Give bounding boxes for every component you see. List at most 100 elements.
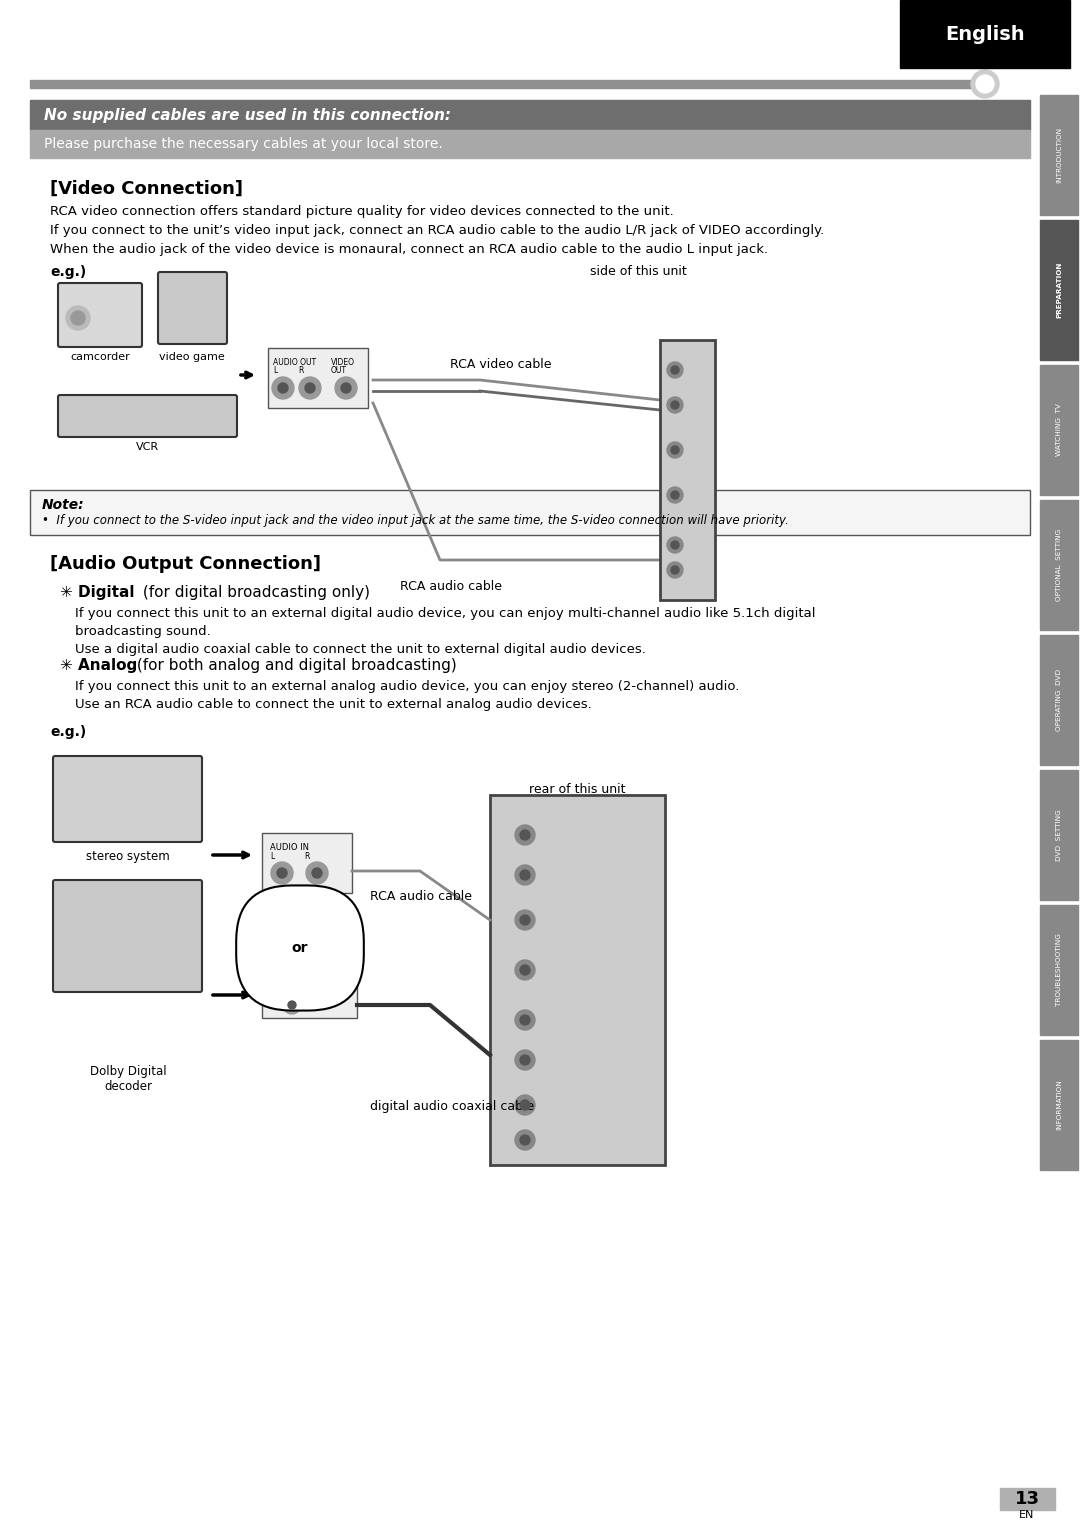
FancyBboxPatch shape — [53, 755, 202, 842]
Text: DIGITAL AUDIO: DIGITAL AUDIO — [267, 983, 324, 992]
Text: camcorder: camcorder — [70, 353, 130, 362]
Bar — [30, 130, 1030, 159]
Bar — [1040, 95, 1078, 215]
Circle shape — [312, 868, 322, 877]
Text: R: R — [298, 366, 303, 375]
Text: (for both analog and digital broadcasting): (for both analog and digital broadcastin… — [132, 658, 457, 673]
Circle shape — [667, 443, 683, 458]
Circle shape — [671, 401, 679, 409]
Text: COAXIAL  IN: COAXIAL IN — [267, 992, 313, 1001]
Circle shape — [71, 311, 85, 325]
Bar — [262, 833, 352, 893]
Circle shape — [305, 383, 315, 394]
Bar — [1040, 771, 1078, 900]
Text: No supplied cables are used in this connection:: No supplied cables are used in this conn… — [44, 107, 451, 122]
Text: [Audio Output Connection]: [Audio Output Connection] — [50, 555, 321, 572]
Bar — [490, 795, 665, 1164]
Circle shape — [671, 491, 679, 499]
Circle shape — [971, 70, 999, 98]
Text: TROUBLESHOOTING: TROUBLESHOOTING — [1056, 934, 1062, 1007]
Text: RCA audio cable: RCA audio cable — [370, 890, 472, 903]
Circle shape — [519, 870, 530, 881]
FancyBboxPatch shape — [53, 881, 202, 992]
Text: [Video Connection]: [Video Connection] — [50, 180, 243, 198]
Text: Use a digital audio coaxial cable to connect the unit to external digital audio : Use a digital audio coaxial cable to con… — [75, 642, 646, 656]
Circle shape — [283, 996, 301, 1013]
Bar — [1040, 220, 1078, 360]
Circle shape — [667, 537, 683, 552]
Text: Please purchase the necessary cables at your local store.: Please purchase the necessary cables at … — [44, 137, 443, 151]
Bar — [262, 974, 357, 1018]
Text: e.g.): e.g.) — [50, 266, 86, 279]
Bar — [1040, 501, 1078, 630]
Circle shape — [519, 1100, 530, 1109]
Text: AUDIO OUT: AUDIO OUT — [273, 359, 316, 366]
Text: OUT: OUT — [330, 366, 347, 375]
Text: rear of this unit: rear of this unit — [529, 783, 625, 797]
Text: VCR: VCR — [135, 443, 159, 452]
Text: Use an RCA audio cable to connect the unit to external analog audio devices.: Use an RCA audio cable to connect the un… — [75, 697, 592, 711]
FancyBboxPatch shape — [58, 282, 141, 346]
Circle shape — [519, 1054, 530, 1065]
Circle shape — [519, 964, 530, 975]
Text: VIDEO: VIDEO — [330, 359, 355, 366]
Text: L: L — [273, 366, 278, 375]
Circle shape — [515, 865, 535, 885]
Circle shape — [671, 366, 679, 374]
Circle shape — [671, 566, 679, 574]
Text: R: R — [303, 852, 309, 861]
Text: ✳ Digital: ✳ Digital — [60, 584, 135, 600]
Circle shape — [515, 1010, 535, 1030]
Text: or: or — [292, 942, 308, 955]
Text: OPTIONAL  SETTING: OPTIONAL SETTING — [1056, 530, 1062, 601]
Circle shape — [667, 397, 683, 414]
Circle shape — [299, 377, 321, 398]
Text: 13: 13 — [1014, 1489, 1039, 1508]
Circle shape — [515, 1050, 535, 1070]
Text: Note:: Note: — [42, 497, 84, 513]
Circle shape — [519, 1015, 530, 1025]
Text: ✳ Analog: ✳ Analog — [60, 658, 137, 673]
Circle shape — [66, 307, 90, 330]
Bar — [1040, 905, 1078, 1035]
Text: PREPARATION: PREPARATION — [1056, 262, 1062, 319]
Bar — [1000, 1488, 1055, 1511]
Circle shape — [272, 377, 294, 398]
Text: INTRODUCTION: INTRODUCTION — [1056, 127, 1062, 183]
Circle shape — [278, 383, 288, 394]
Text: (for digital broadcasting only): (for digital broadcasting only) — [138, 584, 370, 600]
Circle shape — [515, 1096, 535, 1116]
Circle shape — [519, 830, 530, 839]
Text: video game: video game — [159, 353, 225, 362]
Bar — [660, 340, 715, 600]
Text: RCA video connection offers standard picture quality for video devices connected: RCA video connection offers standard pic… — [50, 204, 674, 218]
Bar — [900, 0, 1070, 69]
Circle shape — [667, 487, 683, 504]
Circle shape — [335, 377, 357, 398]
Text: If you connect to the unit’s video input jack, connect an RCA audio cable to the: If you connect to the unit’s video input… — [50, 224, 824, 237]
Circle shape — [671, 542, 679, 549]
Circle shape — [671, 446, 679, 455]
Text: EN: EN — [1020, 1511, 1035, 1520]
Text: OPERATING  DVD: OPERATING DVD — [1056, 668, 1062, 731]
Circle shape — [276, 868, 287, 877]
Circle shape — [288, 1001, 296, 1009]
Circle shape — [667, 362, 683, 378]
Circle shape — [515, 826, 535, 845]
FancyBboxPatch shape — [58, 395, 237, 436]
Text: stereo system: stereo system — [86, 850, 170, 864]
Text: English: English — [945, 24, 1025, 44]
Circle shape — [515, 909, 535, 929]
FancyBboxPatch shape — [158, 272, 227, 343]
Circle shape — [515, 960, 535, 980]
Circle shape — [667, 562, 683, 578]
Text: AUDIO IN: AUDIO IN — [270, 842, 309, 852]
Text: Dolby Digital
decoder: Dolby Digital decoder — [90, 1065, 166, 1093]
Bar — [268, 348, 368, 407]
Bar — [1040, 1041, 1078, 1170]
Circle shape — [271, 862, 293, 884]
Circle shape — [515, 1129, 535, 1151]
Text: L: L — [270, 852, 274, 861]
Circle shape — [341, 383, 351, 394]
Text: e.g.): e.g.) — [50, 725, 86, 739]
